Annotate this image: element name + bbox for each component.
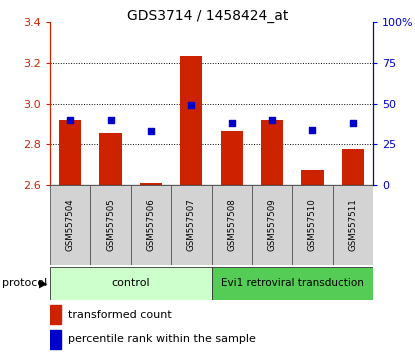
Point xyxy=(228,120,235,126)
Point xyxy=(67,117,73,122)
Bar xyxy=(131,185,171,265)
Point xyxy=(107,117,114,122)
Bar xyxy=(261,120,283,185)
Bar xyxy=(50,185,90,265)
Bar xyxy=(252,185,292,265)
Bar xyxy=(212,185,252,265)
Text: transformed count: transformed count xyxy=(68,310,171,320)
Point xyxy=(349,120,356,126)
Bar xyxy=(180,56,203,185)
Bar xyxy=(50,330,61,349)
Text: percentile rank within the sample: percentile rank within the sample xyxy=(68,334,256,344)
Bar xyxy=(342,149,364,185)
Text: GSM557509: GSM557509 xyxy=(268,199,276,251)
Bar xyxy=(212,267,373,300)
Bar xyxy=(90,185,131,265)
Bar xyxy=(292,185,333,265)
Text: GSM557506: GSM557506 xyxy=(146,199,156,251)
Text: GSM557507: GSM557507 xyxy=(187,199,196,251)
Point xyxy=(148,129,154,134)
Bar xyxy=(140,183,162,185)
Text: ▶: ▶ xyxy=(39,279,48,289)
Text: protocol: protocol xyxy=(2,279,47,289)
Text: control: control xyxy=(112,279,150,289)
Text: Evi1 retroviral transduction: Evi1 retroviral transduction xyxy=(221,279,364,289)
Text: GSM557510: GSM557510 xyxy=(308,199,317,251)
Text: GSM557511: GSM557511 xyxy=(348,199,357,251)
Point xyxy=(309,127,316,132)
Bar xyxy=(333,185,373,265)
Text: GDS3714 / 1458424_at: GDS3714 / 1458424_at xyxy=(127,9,288,23)
Bar xyxy=(100,133,122,185)
Bar xyxy=(50,305,61,325)
Point xyxy=(269,117,276,122)
Point xyxy=(188,102,195,108)
Bar xyxy=(59,120,81,185)
Bar xyxy=(171,185,212,265)
Text: GSM557505: GSM557505 xyxy=(106,199,115,251)
Bar xyxy=(50,267,212,300)
Text: GSM557504: GSM557504 xyxy=(66,199,75,251)
Text: GSM557508: GSM557508 xyxy=(227,199,236,251)
Bar xyxy=(221,131,243,185)
Bar xyxy=(301,170,324,185)
